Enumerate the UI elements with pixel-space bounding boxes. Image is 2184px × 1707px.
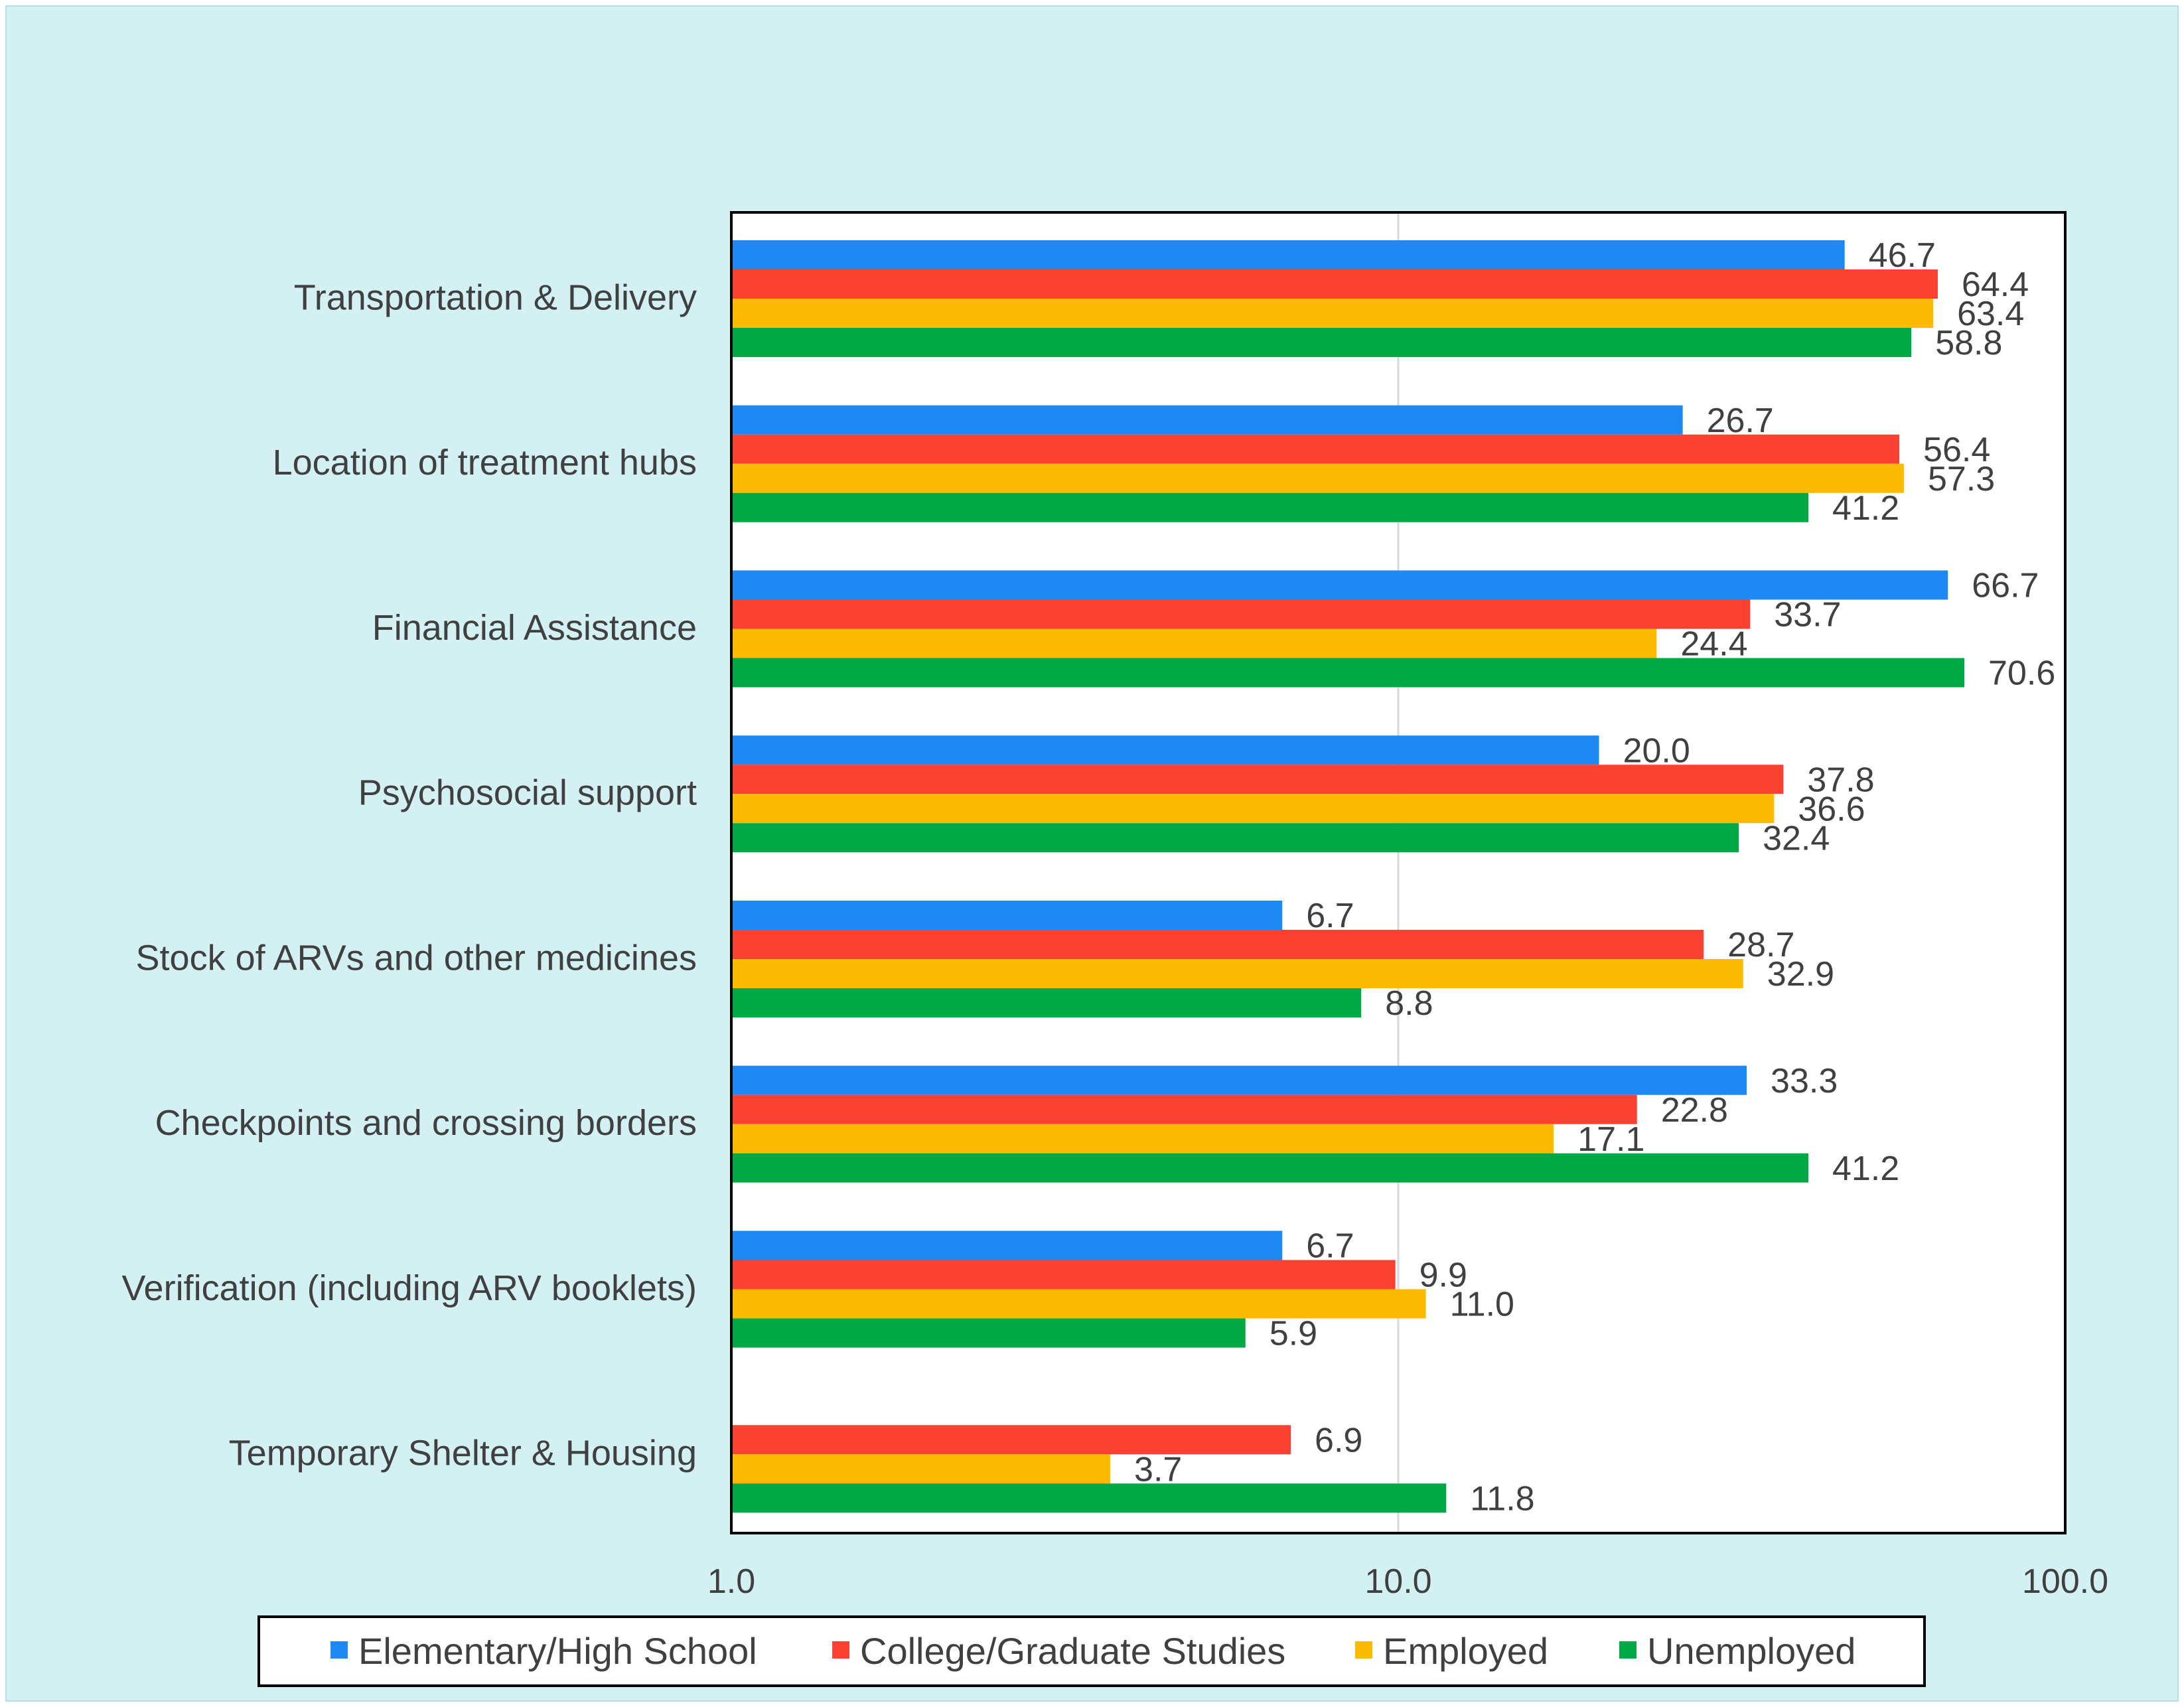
bar-chart: 46.7 64.463.458.8 26.7 56.457.3 41.2 66.7 33.7… — [122, 211, 2108, 1687]
data-label: 41.2 — [1832, 489, 1899, 528]
bar — [731, 299, 1934, 328]
bar — [731, 930, 1704, 959]
category-label: Psychosocial support — [358, 773, 697, 813]
legend-swatch — [1619, 1641, 1637, 1659]
bar — [731, 901, 1283, 930]
bar — [731, 1289, 1426, 1319]
data-label: 32.4 — [1763, 819, 1830, 857]
data-label: 64.4 — [1962, 265, 2029, 304]
legend-swatch — [330, 1641, 348, 1659]
data-label: 33.3 — [1771, 1062, 1838, 1100]
data-label: 36.6 — [1798, 790, 1865, 828]
bar — [731, 1425, 1291, 1455]
legend-label: Employed — [1383, 1630, 1548, 1672]
bar — [731, 1260, 1396, 1290]
bar — [731, 959, 1743, 988]
category-label: Verification (including ARV booklets) — [122, 1268, 697, 1308]
category-label: Checkpoints and crossing borders — [155, 1103, 697, 1143]
bar — [731, 269, 1938, 299]
category-label: Temporary Shelter & Housing — [229, 1434, 697, 1473]
bar — [731, 405, 1683, 435]
bar — [731, 1065, 1747, 1095]
x-tick-label: 1.0 — [707, 1562, 755, 1601]
bar — [731, 599, 1751, 629]
bar — [731, 463, 1904, 493]
bar — [731, 765, 1784, 794]
data-label: 20.0 — [1623, 731, 1690, 770]
data-label: 6.7 — [1306, 1227, 1354, 1266]
data-label: 28.7 — [1727, 926, 1794, 964]
data-label: 5.9 — [1270, 1315, 1317, 1353]
bar — [731, 735, 1599, 765]
category-label: Transportation & Delivery — [294, 277, 697, 317]
legend-swatch — [1355, 1641, 1372, 1659]
bar — [731, 1230, 1283, 1260]
legend-swatch — [832, 1641, 849, 1659]
bar — [731, 1454, 1111, 1484]
bar — [731, 1483, 1447, 1513]
data-label: 22.8 — [1661, 1091, 1728, 1130]
bar — [731, 570, 1948, 600]
data-label: 24.4 — [1680, 625, 1747, 664]
data-label: 11.8 — [1470, 1479, 1534, 1518]
bar — [731, 658, 1965, 688]
data-label: 9.9 — [1420, 1256, 1467, 1295]
bar — [731, 988, 1362, 1017]
data-label: 70.6 — [1988, 654, 2055, 693]
bar — [731, 823, 1739, 853]
data-label: 17.1 — [1577, 1120, 1644, 1159]
data-label: 11.0 — [1450, 1286, 1514, 1324]
data-label: 57.3 — [1928, 460, 1995, 498]
data-label: 58.8 — [1935, 324, 2002, 362]
bar — [731, 492, 1808, 522]
data-label: 41.2 — [1832, 1150, 1899, 1188]
category-label: Location of treatment hubs — [273, 443, 697, 482]
data-label: 6.9 — [1315, 1421, 1362, 1459]
data-label: 26.7 — [1707, 402, 1774, 440]
bar — [731, 1094, 1637, 1124]
chart-background: 46.7 64.4 63.4 58.8 26.7 56.4 57.3 41.2 66.7 33.7… — [5, 5, 2179, 1702]
bar — [731, 240, 1845, 269]
data-label: 32.9 — [1767, 955, 1834, 994]
bar — [731, 1153, 1808, 1183]
data-label: 6.7 — [1306, 897, 1354, 935]
x-tick-label: 10.0 — [1364, 1562, 1431, 1601]
data-label: 8.8 — [1385, 984, 1433, 1023]
legend-box — [257, 1615, 1926, 1687]
plot-border — [730, 211, 2067, 1534]
data-label: 63.4 — [1957, 295, 2024, 333]
category-label: Financial Assistance — [372, 608, 697, 648]
data-label: 33.7 — [1774, 596, 1841, 634]
legend-label: College/Graduate Studies — [860, 1630, 1285, 1672]
bar — [731, 629, 1657, 658]
legend-label: Elementary/High School — [358, 1630, 757, 1672]
bar — [731, 794, 1775, 824]
data-label: 66.7 — [1972, 567, 2039, 605]
category-label: Stock of ARVs and other medicines — [136, 938, 697, 978]
bar — [731, 434, 1900, 464]
data-label: 3.7 — [1134, 1450, 1182, 1489]
x-tick-label: 100.0 — [2022, 1562, 2108, 1601]
data-label: 37.8 — [1807, 761, 1874, 799]
bar — [731, 1124, 1554, 1153]
data-label: 46.7 — [1869, 236, 1936, 275]
bar — [731, 1318, 1246, 1348]
bar — [731, 328, 1912, 357]
legend-label: Unemployed — [1647, 1630, 1856, 1672]
data-label: 56.4 — [1923, 431, 1990, 469]
